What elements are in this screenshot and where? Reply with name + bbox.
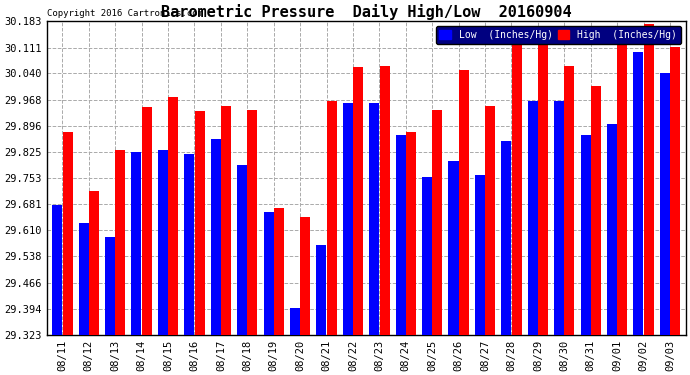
Bar — [528, 101, 538, 335]
Bar — [184, 154, 195, 335]
Title: Barometric Pressure  Daily High/Low  20160904: Barometric Pressure Daily High/Low 20160… — [161, 4, 571, 20]
Bar — [274, 208, 284, 335]
Bar — [195, 111, 205, 335]
Bar — [237, 165, 247, 335]
Bar — [158, 150, 168, 335]
Bar — [591, 86, 601, 335]
Legend: Low  (Inches/Hg), High  (Inches/Hg): Low (Inches/Hg), High (Inches/Hg) — [435, 26, 681, 44]
Bar — [475, 176, 485, 335]
Bar — [538, 32, 548, 335]
Bar — [141, 107, 152, 335]
Bar — [433, 110, 442, 335]
Bar — [670, 47, 680, 335]
Bar — [554, 101, 564, 335]
Bar — [660, 74, 670, 335]
Bar — [105, 237, 115, 335]
Bar — [326, 101, 337, 335]
Bar — [406, 132, 416, 335]
Bar — [502, 141, 511, 335]
Bar — [459, 70, 469, 335]
Bar — [79, 223, 88, 335]
Bar — [564, 66, 575, 335]
Bar — [343, 103, 353, 335]
Bar — [395, 135, 406, 335]
Bar — [168, 97, 178, 335]
Bar — [290, 309, 300, 335]
Bar — [300, 217, 310, 335]
Bar — [89, 191, 99, 335]
Bar — [248, 110, 257, 335]
Bar — [511, 37, 522, 335]
Bar — [210, 139, 221, 335]
Bar — [485, 106, 495, 335]
Bar — [317, 245, 326, 335]
Bar — [380, 66, 390, 335]
Bar — [644, 24, 653, 335]
Bar — [607, 124, 617, 335]
Text: Copyright 2016 Cartronics.com: Copyright 2016 Cartronics.com — [46, 9, 202, 18]
Bar — [221, 105, 231, 335]
Bar — [132, 152, 141, 335]
Bar — [448, 161, 459, 335]
Bar — [369, 103, 380, 335]
Bar — [633, 52, 644, 335]
Bar — [353, 67, 363, 335]
Bar — [63, 132, 72, 335]
Bar — [52, 205, 62, 335]
Bar — [580, 135, 591, 335]
Bar — [264, 212, 274, 335]
Bar — [115, 150, 126, 335]
Bar — [618, 35, 627, 335]
Bar — [422, 177, 432, 335]
